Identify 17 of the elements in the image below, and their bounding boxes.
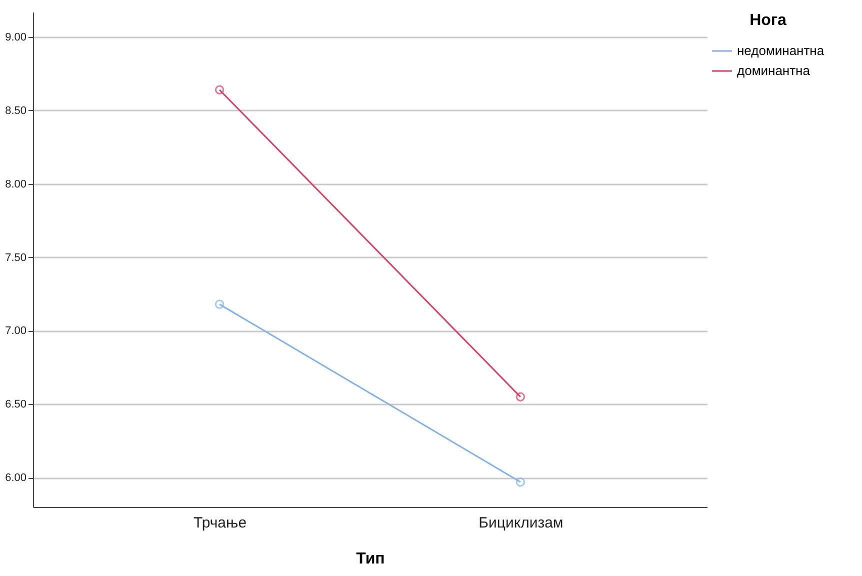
x-axis-title: Тип: [356, 550, 385, 568]
y-tick-label: 7.50: [5, 252, 26, 264]
y-tick-label: 7.00: [5, 325, 26, 338]
point: [214, 300, 224, 309]
legend-label: недоминантна: [737, 43, 825, 58]
y-tick-label: 6.50: [5, 398, 26, 411]
y-tick-label: 8.00: [5, 178, 26, 190]
point: [214, 85, 224, 94]
point: [516, 477, 526, 487]
x-tick-label: Трчање: [194, 514, 247, 532]
point: [516, 392, 526, 402]
y-tick-label: 8.50: [5, 104, 26, 117]
y-tick-label: 9.00: [5, 31, 26, 44]
y-tick-label: 6.00: [5, 472, 26, 484]
x-tick-label: Бициклизам: [478, 514, 564, 532]
legend-title: Нога: [750, 12, 787, 29]
legend-label: доминантна: [737, 63, 811, 78]
